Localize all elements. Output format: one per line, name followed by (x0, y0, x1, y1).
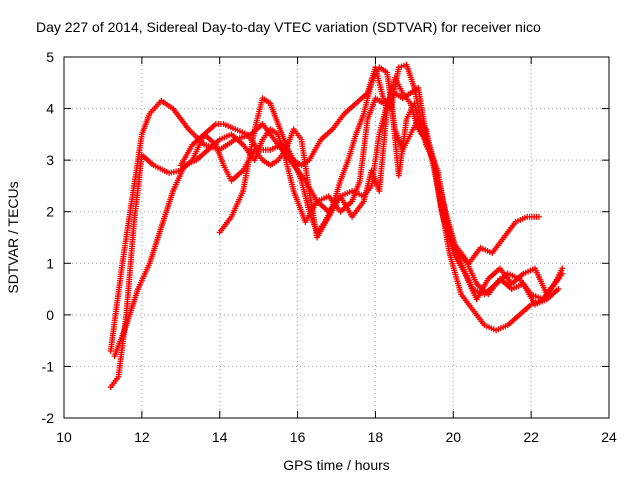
y-tick-label: 5 (46, 49, 54, 65)
y-tick-label: 1 (46, 255, 54, 271)
data-point (555, 286, 562, 293)
series-track-e (216, 64, 562, 303)
y-tick-label: 0 (46, 307, 54, 323)
x-tick-label: 22 (523, 429, 539, 445)
x-tick-label: 20 (445, 429, 461, 445)
chart-title: Day 227 of 2014, Sidereal Day-to-day VTE… (36, 19, 541, 35)
plot-frame (63, 56, 610, 419)
x-tick-label: 24 (601, 429, 617, 445)
x-tick-label: 12 (134, 429, 150, 445)
grid-lines (64, 57, 609, 418)
axes (63, 56, 610, 419)
x-axis-label: GPS time / hours (283, 457, 390, 473)
x-tick-label: 10 (56, 429, 72, 445)
y-tick-label: 4 (46, 101, 54, 117)
data-point (555, 275, 562, 282)
x-tick-label: 16 (290, 429, 306, 445)
x-tick-label: 14 (212, 429, 228, 445)
y-tick-label: -1 (42, 358, 55, 374)
data-point (559, 270, 566, 277)
data-series (107, 61, 566, 391)
data-point (535, 213, 542, 220)
series-track-c (111, 95, 566, 360)
x-tick-label: 18 (368, 429, 384, 445)
data-point (559, 265, 566, 272)
y-tick-label: 2 (46, 204, 54, 220)
y-tick-label: 3 (46, 152, 54, 168)
y-axis-label: SDTVAR / TECUs (5, 181, 21, 293)
y-tick-label: -2 (42, 410, 55, 426)
